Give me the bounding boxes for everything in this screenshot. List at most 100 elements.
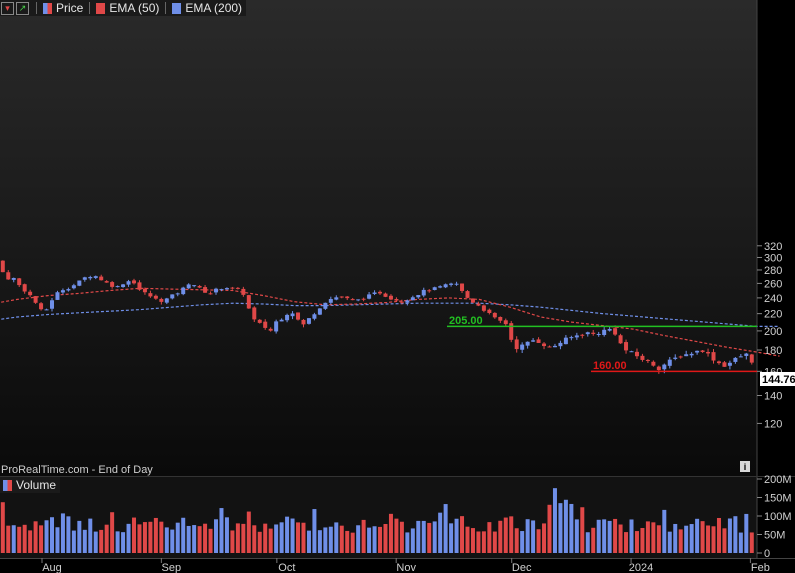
candle-body — [531, 340, 536, 342]
volume-bar — [602, 519, 607, 553]
volume-bar — [640, 527, 645, 553]
candle-body — [290, 313, 295, 317]
candle-body — [110, 282, 115, 287]
level-label: 205.00 — [449, 315, 483, 327]
volume-bar — [651, 522, 656, 553]
volume-bar — [749, 532, 754, 553]
candle-body — [170, 294, 175, 299]
volume-bar — [126, 523, 131, 553]
time-axis: AugSepOctNovDec2024FebMarApr — [41, 558, 770, 573]
volume-bar — [175, 522, 180, 553]
maximize-icon[interactable]: ↗ — [16, 2, 29, 15]
candle-body — [93, 276, 98, 278]
volume-bar — [454, 518, 459, 553]
volume-axis: 200M 150M 100M 50M 0 — [757, 474, 792, 560]
volume-bar — [580, 507, 585, 553]
volume-bar — [678, 529, 683, 553]
volume-bar — [328, 526, 333, 553]
candle-body — [219, 289, 224, 291]
candle-body — [607, 328, 612, 331]
volume-bar — [624, 532, 629, 553]
volume-bar — [104, 524, 109, 553]
volume-bar — [164, 527, 169, 553]
volume-bar — [115, 531, 120, 553]
candle-body — [383, 293, 388, 297]
price-axis: 320300280260240220200180160140120 — [757, 241, 782, 430]
volume-bar — [531, 520, 536, 553]
time-tick-label: Aug — [42, 562, 62, 573]
candle-body — [667, 359, 672, 366]
time-tick-label: Sep — [162, 562, 182, 573]
ema-50-swatch-icon — [96, 2, 106, 14]
candle-body — [214, 288, 219, 293]
volume-bar — [28, 530, 33, 553]
volume-bar — [22, 524, 27, 553]
volume-bar — [613, 518, 618, 553]
candle-body — [367, 294, 372, 299]
legend-ema-200[interactable]: EMA (200) — [172, 1, 246, 15]
volume-bar — [470, 528, 475, 553]
candle-body — [552, 345, 557, 348]
volume-bar — [509, 516, 514, 553]
time-tick-label: 2024 — [629, 562, 653, 573]
volume-bar — [230, 530, 235, 553]
volume-bar — [99, 529, 104, 553]
candle-body — [197, 285, 202, 288]
price-panel[interactable] — [0, 0, 757, 476]
volume-bar — [378, 526, 383, 553]
volume-bar — [673, 523, 678, 553]
candle-body — [596, 333, 601, 335]
price-levels[interactable]: 205.00 160.00 — [447, 315, 757, 373]
candle-body — [432, 287, 437, 290]
volume-bar — [66, 516, 71, 553]
candle-body — [591, 332, 596, 334]
candle-body — [246, 295, 251, 309]
volume-bar — [645, 521, 650, 553]
volume-tick-label: 50M — [764, 530, 785, 542]
candle-body — [421, 289, 426, 296]
candle-body — [503, 320, 508, 325]
volume-bar — [427, 522, 432, 553]
volume-bar — [317, 530, 322, 553]
candle-body — [673, 357, 678, 359]
volume-bar — [246, 511, 251, 553]
watermark: ProRealTime.com - End of Day — [1, 464, 153, 476]
volume-bar — [350, 532, 355, 553]
time-tick-label: Dec — [512, 562, 532, 573]
candle-body — [443, 284, 448, 288]
candle-body — [66, 289, 71, 291]
volume-bar — [618, 524, 623, 553]
candle-body — [399, 301, 404, 303]
volume-panel-header: Volume — [0, 477, 61, 493]
candle-body — [71, 285, 76, 289]
volume-bar — [50, 517, 55, 553]
candle-body — [350, 299, 355, 301]
volume-bar — [219, 508, 224, 553]
volume-bar — [17, 526, 22, 553]
volume-bar — [552, 488, 557, 553]
collapse-icon[interactable]: ▾ — [1, 2, 14, 15]
candle-body — [33, 296, 38, 303]
price-tick-label: 200 — [764, 326, 782, 338]
candle-body — [678, 356, 683, 358]
candle-body — [629, 351, 634, 353]
candle-body — [137, 282, 142, 290]
candle-body — [99, 276, 104, 281]
candle-body — [492, 312, 497, 318]
candle-body — [328, 299, 333, 303]
info-icon[interactable]: i — [740, 461, 750, 472]
volume-bar — [656, 525, 661, 553]
legend-price[interactable]: Price — [43, 1, 83, 15]
volume-bar — [503, 517, 508, 553]
candle-body — [498, 316, 503, 321]
candles — [0, 260, 754, 374]
volume-bar — [607, 520, 612, 553]
legend-ema-50[interactable]: EMA (50) — [96, 1, 159, 15]
volume-bar — [77, 520, 82, 553]
volume-bar — [394, 518, 399, 553]
volume-bar — [706, 525, 711, 553]
candle-body — [662, 364, 667, 370]
candle-body — [28, 291, 33, 296]
volume-bar — [585, 532, 590, 553]
volume-bar — [6, 525, 11, 553]
